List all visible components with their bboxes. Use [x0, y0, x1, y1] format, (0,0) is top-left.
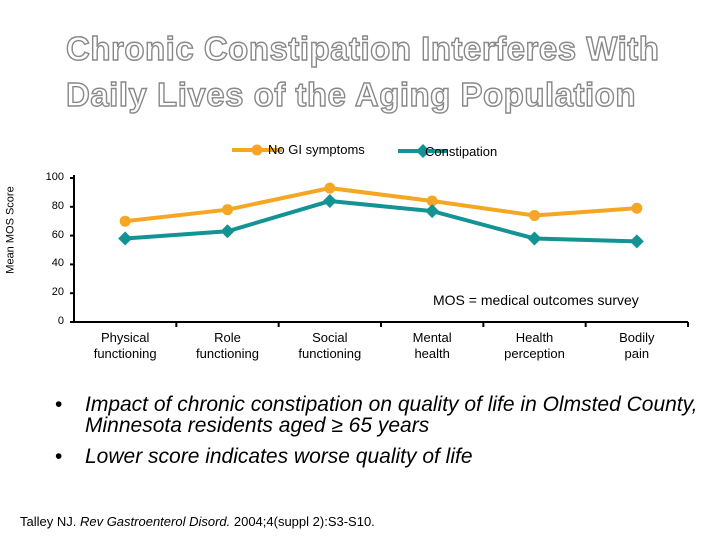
x-tick-label: Role functioning	[178, 330, 278, 362]
x-tick-label-line: perception	[504, 346, 565, 361]
x-tick-label-line: Social	[312, 330, 348, 345]
data-point	[119, 215, 131, 227]
y-tick-label: 0	[57, 315, 64, 327]
legend-marker	[251, 144, 263, 156]
x-tick-label: Mental health	[382, 330, 482, 362]
x-tick-label-line: Role	[214, 330, 241, 345]
chart-annotation: MOS = medical outcomes survey	[433, 292, 639, 308]
data-point	[324, 182, 336, 194]
x-tick-label-line: health	[414, 346, 450, 361]
series-line-constipation	[125, 199, 637, 244]
data-point	[222, 204, 233, 216]
x-tick-label: Health perception	[485, 330, 585, 362]
data-point	[322, 194, 337, 209]
y-tick-label: 60	[51, 228, 64, 241]
citation-details: 2004;4(suppl 2):S3-S10.	[230, 514, 375, 529]
bullet-text: Impact of chronic constipation on qualit…	[85, 393, 698, 437]
data-point	[629, 234, 644, 249]
citation-authors: Talley NJ.	[20, 514, 80, 529]
x-tick-label-line: pain	[624, 346, 650, 361]
data-point	[426, 195, 438, 207]
legend-marker	[416, 144, 430, 158]
x-tick-label-line: Mental	[412, 330, 452, 345]
citation: Talley NJ. Rev Gastroenterol Disord. 200…	[20, 514, 375, 529]
bullet-text: Lower score indicates worse quality of l…	[85, 445, 473, 468]
legend-label-no-gi: No GI symptoms	[268, 142, 365, 157]
x-tick-label-line: Health	[515, 330, 554, 345]
data-point	[529, 209, 540, 221]
y-tick-label: 100	[45, 171, 64, 183]
bullet-1: • Impact of chronic constipation on qual…	[55, 394, 720, 436]
bullet-2: • Lower score indicates worse quality of…	[55, 446, 473, 467]
x-tick-label: Social functioning	[280, 330, 380, 362]
y-tick-label: 80	[51, 199, 64, 212]
data-point	[425, 204, 440, 219]
x-tick-label-line: functioning	[93, 346, 157, 361]
y-tick-label: 40	[51, 257, 64, 270]
data-point	[220, 224, 235, 239]
x-tick-label-line: functioning	[298, 346, 362, 361]
y-tick-label: 20	[51, 286, 64, 299]
x-tick-label-line: functioning	[196, 346, 259, 361]
citation-journal: Rev Gastroenterol Disord.	[79, 514, 231, 529]
data-point	[527, 231, 542, 246]
bullet-symbol: •	[55, 393, 63, 416]
x-tick-label-line: Physical	[100, 330, 150, 345]
x-tick-label: Bodily pain	[587, 330, 687, 362]
bullet-symbol: •	[55, 445, 63, 468]
legend-label-constipation: Constipation	[425, 144, 498, 159]
x-tick-label: Physical functioning	[75, 330, 175, 362]
title-line-1: Chronic Constipation Interferes With	[65, 29, 660, 67]
series-line-no-gi	[124, 186, 637, 224]
data-point	[118, 231, 133, 246]
title-line-2: Daily Lives of the Aging Population	[65, 75, 636, 113]
data-point	[631, 202, 643, 214]
x-tick-label-line: Bodily	[619, 330, 655, 345]
y-axis-label: Mean MOS Score	[4, 186, 17, 274]
